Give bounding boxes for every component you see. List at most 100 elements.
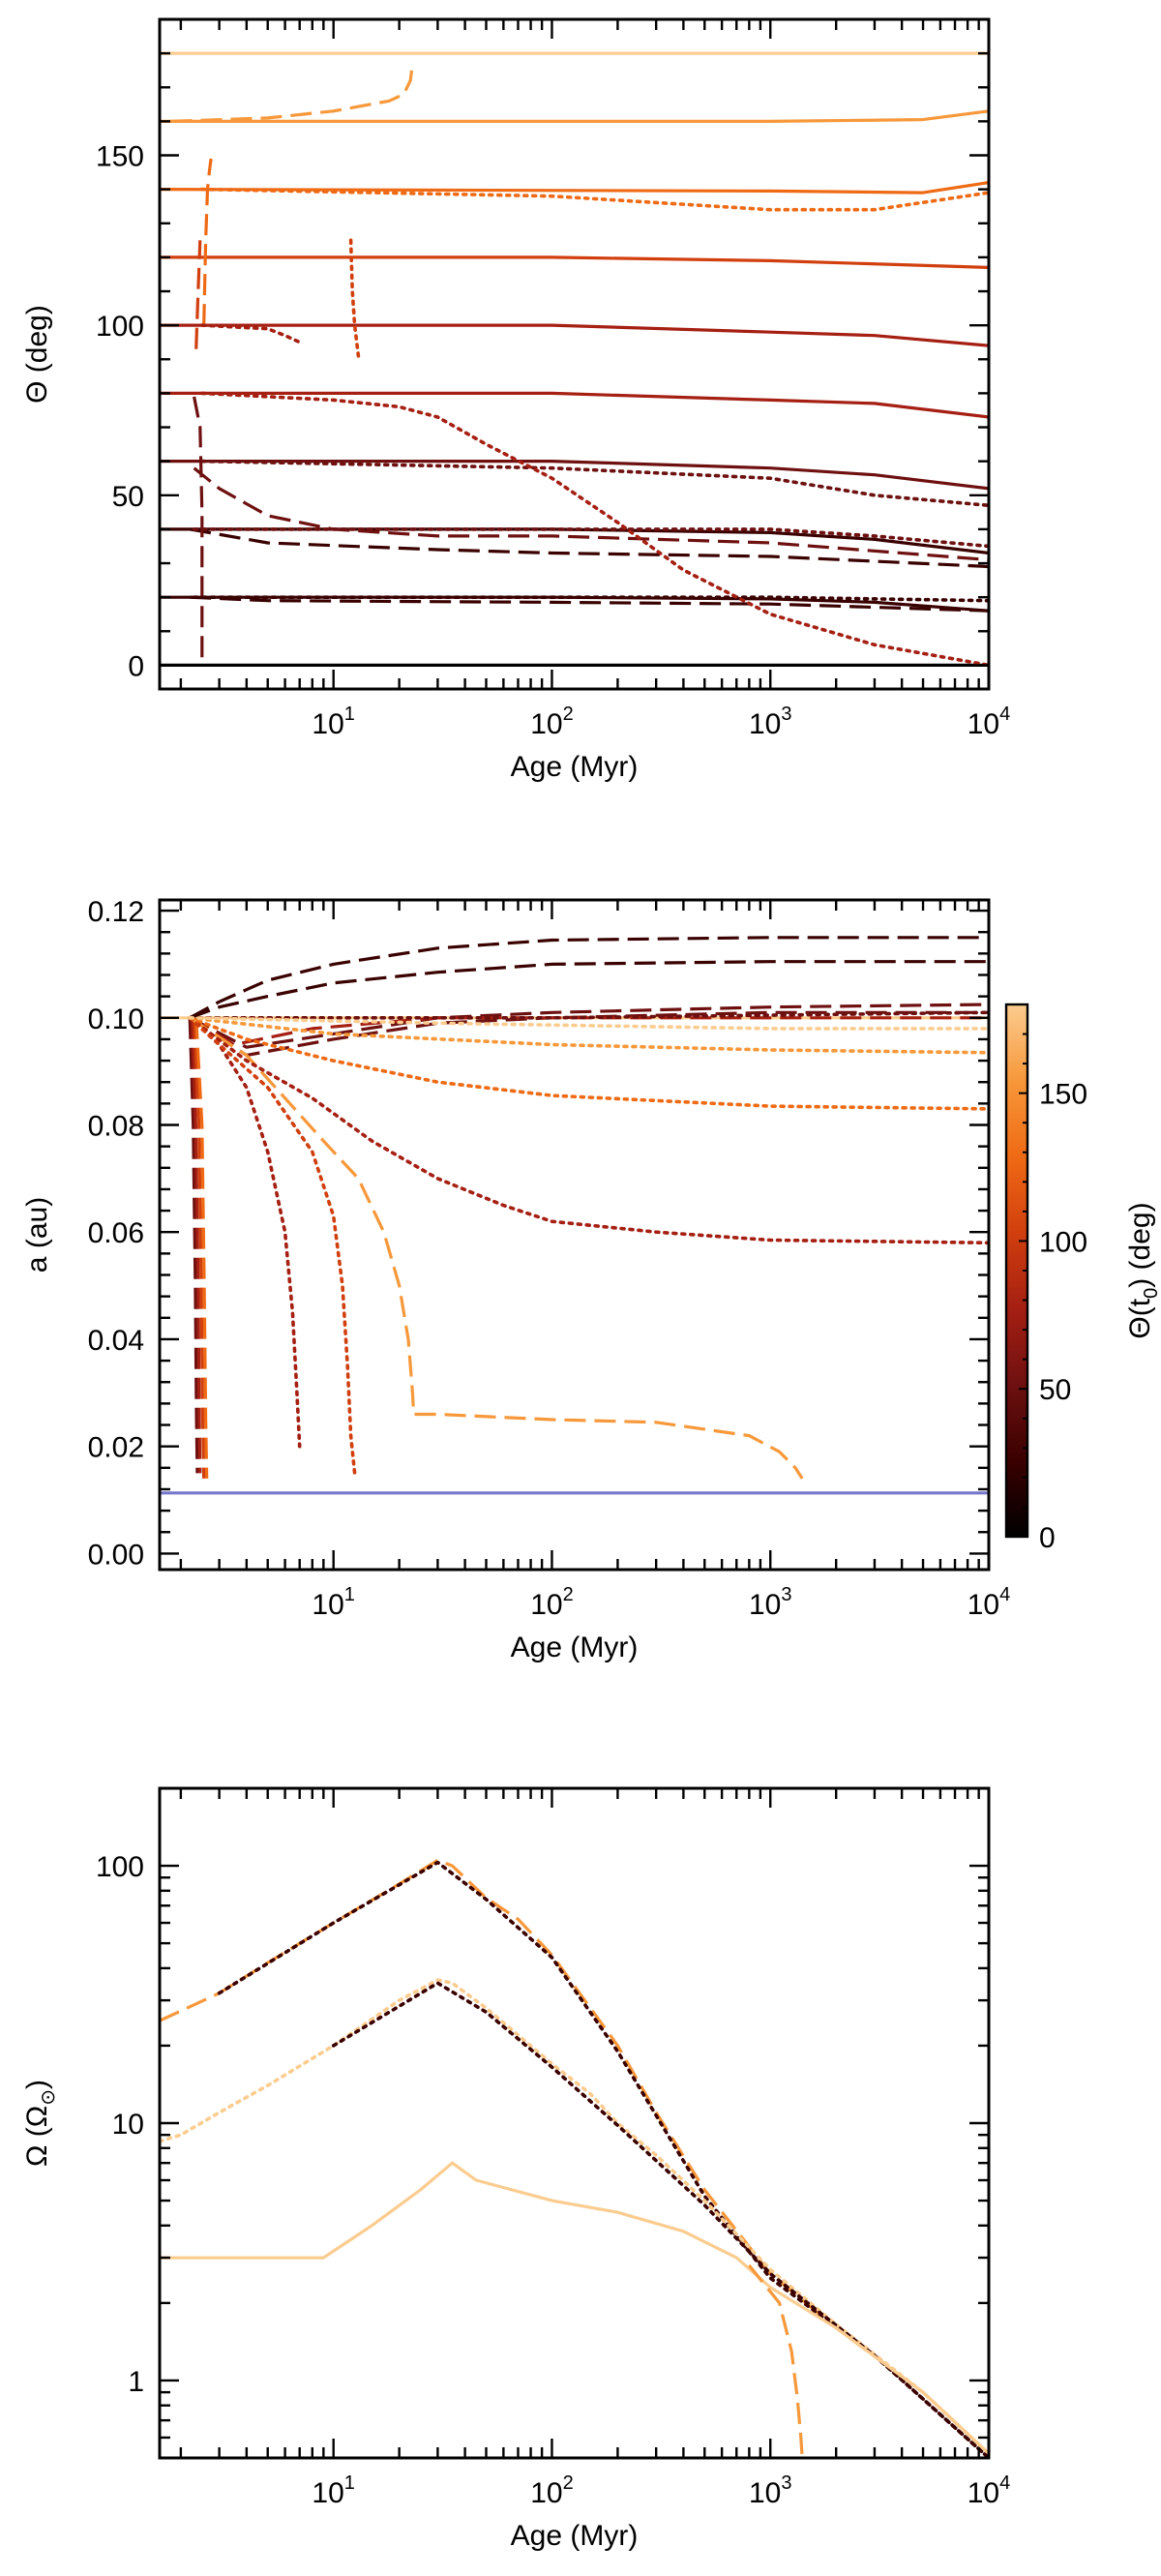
series-line-0 <box>160 1858 989 2455</box>
series-line-2 <box>160 527 989 555</box>
series-line-18 <box>192 527 989 549</box>
series-line-13 <box>193 396 204 666</box>
colorbar-tick-label: 0 <box>1039 1522 1056 1554</box>
x-tick-label: 102 <box>530 704 574 740</box>
series-line-19 <box>200 459 989 508</box>
x-tick-label: 103 <box>749 1584 792 1621</box>
y-tick-label: 100 <box>96 1851 144 1883</box>
series-line-5 <box>160 323 989 347</box>
series-line-10 <box>190 595 989 613</box>
series-group <box>160 936 989 1495</box>
plot-frame <box>158 17 991 691</box>
series-line-20 <box>200 391 989 668</box>
y-tick-label: 50 <box>112 481 144 513</box>
y-axis-label-part-1: ⊙ <box>38 2089 59 2106</box>
y-tick-label: 0 <box>128 650 144 682</box>
y-tick-label: 0.12 <box>88 896 144 928</box>
series-line-14 <box>194 240 202 349</box>
series-line-16 <box>188 1016 989 1111</box>
series-line-3 <box>331 1981 989 2458</box>
series-line-4 <box>160 391 989 419</box>
series-line-12 <box>188 1010 989 1020</box>
series-line-12 <box>193 466 989 562</box>
x-tick-exponent: 4 <box>999 1584 1010 1605</box>
x-tick-exponent: 3 <box>781 704 791 725</box>
colorbar-tick-label: 100 <box>1039 1226 1087 1258</box>
x-tick-exponent: 1 <box>344 704 355 725</box>
series-line-8 <box>160 109 989 123</box>
x-axis-label: Age (Myr) <box>511 2520 639 2552</box>
y-tick-label: 0.08 <box>88 1111 144 1143</box>
x-tick-base: 10 <box>530 1589 562 1621</box>
series-line-23 <box>200 187 989 212</box>
y-axis-label: Θ (deg) <box>21 305 53 404</box>
x-tick-exponent: 2 <box>563 704 574 725</box>
y-tick-label: 150 <box>96 141 144 173</box>
series-line-21 <box>200 323 302 344</box>
x-tick-base: 10 <box>968 2477 999 2509</box>
series-line-15 <box>188 1016 357 1476</box>
x-tick-exponent: 1 <box>344 1584 355 1605</box>
colorbar-label-part-0: Θ(t <box>1124 1298 1156 1338</box>
x-tick-base: 10 <box>749 708 781 740</box>
series-line-22 <box>348 238 361 358</box>
x-tick-exponent: 2 <box>563 1584 574 1605</box>
y-tick-label: 0.00 <box>88 1539 144 1571</box>
x-tick-base: 10 <box>312 1589 343 1621</box>
x-axis-label: Age (Myr) <box>511 1632 639 1663</box>
y-tick-label: 0.04 <box>88 1325 144 1357</box>
y-tick-label: 0.02 <box>88 1432 144 1464</box>
series-line-4 <box>160 2161 989 2455</box>
x-tick-label: 102 <box>530 1584 574 1621</box>
x-tick-exponent: 4 <box>999 704 1010 725</box>
y-axis-label-part-2: ) <box>21 2080 53 2089</box>
colorbar-label-part-2: ) (deg) <box>1124 1202 1156 1287</box>
x-tick-base: 10 <box>312 2477 343 2509</box>
series-group <box>160 1858 989 2458</box>
plot-frame <box>158 898 991 1572</box>
series-line-11 <box>189 1016 804 1480</box>
series-line-9 <box>193 1017 206 1479</box>
x-tick-base: 10 <box>312 708 343 740</box>
series-line-7 <box>160 181 989 195</box>
x-tick-label: 104 <box>968 2472 1011 2509</box>
y-tick-label: 10 <box>112 2109 144 2141</box>
series-line-3 <box>160 460 989 491</box>
series-line-3 <box>189 960 989 1020</box>
x-tick-label: 103 <box>749 704 792 740</box>
x-tick-label: 102 <box>530 2472 574 2509</box>
series-line-18 <box>188 1016 989 1031</box>
series-line-8 <box>190 1017 202 1474</box>
x-tick-exponent: 3 <box>781 2472 791 2494</box>
x-axis-label: Age (Myr) <box>511 751 639 783</box>
series-line-2 <box>189 936 989 1020</box>
colorbar-label-part-1: 0 <box>1141 1288 1161 1299</box>
x-tick-exponent: 4 <box>999 2472 1010 2494</box>
x-tick-label: 101 <box>312 1584 355 1621</box>
x-tick-label: 101 <box>312 704 355 740</box>
series-line-14 <box>188 1016 302 1449</box>
series-line-13 <box>188 1016 989 1245</box>
y-tick-label: 100 <box>96 311 144 343</box>
series-line-15 <box>202 158 213 326</box>
series-group <box>160 51 989 668</box>
y-tick-label: 1 <box>128 2366 144 2398</box>
series-line-11 <box>189 527 989 569</box>
plot-frame <box>158 1786 991 2460</box>
semimajor-axis-vs-age-panel: 101 102 103 1040.000.020.040.060.080.100.12… <box>21 896 1161 1663</box>
series-line-1 <box>217 1860 989 2458</box>
series-line-10 <box>194 1017 209 1479</box>
x-tick-base: 10 <box>968 708 999 740</box>
series-line-6 <box>160 255 989 269</box>
x-tick-exponent: 3 <box>781 1584 791 1605</box>
y-axis-label: Ω (Ω⊙) <box>21 2080 59 2167</box>
x-tick-base: 10 <box>749 2477 781 2509</box>
x-tick-label: 104 <box>968 1584 1011 1621</box>
colorbar-tick-label: 50 <box>1039 1374 1071 1406</box>
y-tick-label: 0.06 <box>88 1217 144 1249</box>
series-line-2 <box>160 1978 989 2456</box>
colorbar-label: Θ(t0) (deg) <box>1124 1202 1161 1338</box>
series-line-16 <box>170 63 414 123</box>
